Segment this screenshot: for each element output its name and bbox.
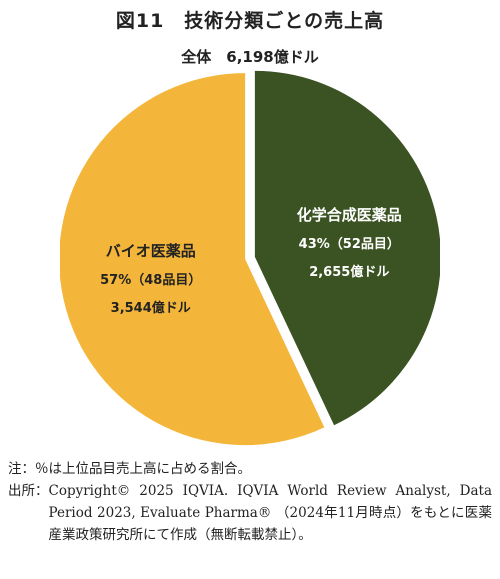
slice-percent-label: 43%（52品目） xyxy=(299,236,400,252)
slice-name-label: バイオ医薬品 xyxy=(106,242,196,260)
slice-value-label: 2,655億ドル xyxy=(309,264,389,280)
pie-slice-1 xyxy=(254,70,440,426)
slice-name-label: 化学合成医薬品 xyxy=(297,206,402,224)
source-text: Copyright© 2025 IQVIA. IQVIA World Revie… xyxy=(48,483,493,543)
note-text: ％は上位品目売上高に占める割合。 xyxy=(35,461,251,477)
source-row: 出所： Copyright© 2025 IQVIA. IQVIA World R… xyxy=(8,480,492,546)
slice-percent-label: 57%（48品目） xyxy=(100,272,201,288)
note-row: 注： ％は上位品目売上高に占める割合。 xyxy=(8,458,492,480)
chart-total: 全体 6,198億ドル xyxy=(181,48,319,66)
slice-value-label: 3,544億ドル xyxy=(111,300,191,316)
note-key: 注： xyxy=(8,461,35,477)
pie-chart: 化学合成医薬品 43%（52品目） 2,655億ドル バイオ医薬品 57%（48品目） 3… xyxy=(60,70,440,446)
source-key: 出所： xyxy=(8,483,49,499)
chart-title: 図11 技術分類ごとの売上高 xyxy=(115,10,385,32)
chart-notes: 注： ％は上位品目売上高に占める割合。 出所： Copyright© 2025 … xyxy=(8,458,492,546)
pie-slice-2 xyxy=(60,73,325,446)
